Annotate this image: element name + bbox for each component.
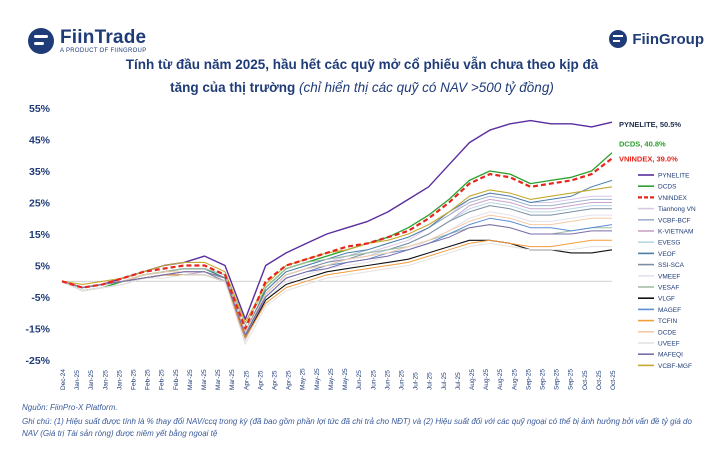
series-line-dcds bbox=[61, 152, 613, 339]
footnote: Ghi chú: (1) Hiệu suất được tính là % th… bbox=[22, 417, 692, 438]
legend-item: VEOF bbox=[658, 251, 676, 258]
x-tick-label: Oct-25 bbox=[582, 370, 589, 390]
legend-item: VLGF bbox=[658, 296, 675, 303]
series-line-veof bbox=[61, 179, 613, 333]
series-line-evesg bbox=[61, 202, 612, 336]
series-line-tcfin bbox=[61, 239, 612, 339]
series-line-vlgf bbox=[61, 239, 613, 339]
fiingroup-logo: FiinGroup bbox=[609, 30, 704, 48]
legend-item: TCFIN bbox=[658, 318, 677, 325]
x-tick-label: Jun-25 bbox=[370, 370, 377, 390]
legend-item: VCBF-BCF bbox=[658, 217, 691, 224]
x-tick-label: Feb-25 bbox=[159, 369, 166, 390]
x-tick-label: Mar-25 bbox=[201, 369, 208, 390]
legend-item: VESAF bbox=[658, 285, 679, 292]
x-tick-label: Apr-25 bbox=[243, 370, 250, 390]
legend-item: DCDS bbox=[658, 184, 677, 191]
y-tick-label: 55% bbox=[29, 103, 51, 115]
x-tick-label: Jan-25 bbox=[102, 370, 109, 390]
x-tick-label: May-25 bbox=[300, 368, 307, 390]
x-tick-label: Feb-25 bbox=[173, 369, 180, 390]
series-line-vnindex bbox=[61, 157, 613, 330]
fiingroup-logo-icon bbox=[609, 30, 628, 48]
fiintrade-logo-icon bbox=[28, 28, 54, 54]
end-label-vnindex: VNINDEX, 39.0% bbox=[619, 154, 678, 163]
series-line-pynelite bbox=[61, 119, 613, 320]
x-tick-label: Apr-25 bbox=[286, 370, 293, 390]
x-tick-label: Jun-25 bbox=[384, 370, 391, 390]
series-line-dcde bbox=[61, 214, 612, 333]
x-tick-label: Sep-25 bbox=[554, 369, 561, 390]
legend-item: MAFEQI bbox=[658, 352, 683, 359]
x-tick-label: Jan-25 bbox=[74, 370, 81, 390]
x-tick-label: May-25 bbox=[314, 368, 321, 390]
x-tick-label: Mar-25 bbox=[229, 369, 236, 390]
legend-item: PYNELITE bbox=[658, 173, 690, 180]
x-tick-label: Sep-25 bbox=[539, 369, 546, 390]
chart-title-main: tăng của thị trường bbox=[170, 80, 296, 95]
y-tick-label: 45% bbox=[29, 135, 51, 147]
y-tick-label: 5% bbox=[35, 261, 51, 273]
x-tick-label: Apr-25 bbox=[257, 370, 264, 390]
x-tick-label: Jan-25 bbox=[88, 370, 95, 390]
y-tick-label: -5% bbox=[31, 292, 50, 304]
x-tick-label: Jul-25 bbox=[455, 372, 462, 390]
legend-item: Tianhong VN bbox=[658, 206, 696, 213]
series-line-vcbf-mgf bbox=[61, 186, 613, 323]
x-tick-label: Aug-25 bbox=[511, 369, 518, 390]
y-tick-label: -25% bbox=[25, 355, 50, 367]
source-note: Nguồn: FiinPro-X Platform. bbox=[22, 403, 118, 412]
x-tick-label: Jul-25 bbox=[427, 372, 434, 390]
x-tick-label: Dec-24 bbox=[60, 369, 67, 390]
x-tick-label: May-25 bbox=[342, 368, 349, 390]
fiintrade-logo: FiinTrade A PRODUCT OF FIINGROUP bbox=[28, 28, 147, 54]
chart-title-line1: Tính từ đầu năm 2025, hầu hết các quỹ mở… bbox=[125, 57, 599, 72]
legend-item: DCDE bbox=[658, 329, 677, 336]
legend-item: VCBF-MGF bbox=[658, 363, 692, 370]
x-tick-label: Feb-25 bbox=[145, 369, 152, 390]
x-tick-label: Oct-25 bbox=[610, 370, 617, 390]
y-tick-label: 15% bbox=[29, 229, 51, 241]
series-line-uveef bbox=[61, 242, 612, 345]
chart-title-line2: tăng của thị trường (chỉ hiển thị các qu… bbox=[60, 80, 664, 95]
legend-item: UVEEF bbox=[658, 341, 680, 348]
x-tick-label: Jul-25 bbox=[441, 372, 448, 390]
x-tick-label: May-25 bbox=[328, 368, 335, 390]
x-tick-label: Aug-25 bbox=[469, 369, 476, 390]
fiintrade-tagline: A PRODUCT OF FIINGROUP bbox=[60, 48, 147, 54]
x-tick-label: Oct-25 bbox=[596, 370, 603, 390]
x-tick-label: Jun-25 bbox=[356, 370, 363, 390]
x-tick-label: Jul-25 bbox=[413, 372, 420, 390]
x-tick-label: Sep-25 bbox=[525, 369, 532, 390]
y-tick-label: 25% bbox=[29, 198, 51, 210]
y-tick-label: 35% bbox=[29, 166, 51, 178]
x-tick-label: Mar-25 bbox=[187, 369, 194, 390]
fiintrade-brand: FiinTrade bbox=[60, 27, 147, 48]
legend-item: EVESG bbox=[658, 240, 680, 247]
x-tick-label: Apr-25 bbox=[272, 370, 279, 390]
fiingroup-brand: FiinGroup bbox=[632, 30, 704, 48]
end-label-pynelite: PYNELITE, 50.5% bbox=[619, 120, 681, 129]
series-line-mafeqi bbox=[61, 224, 612, 336]
legend-item: VNINDEX bbox=[658, 195, 688, 202]
x-tick-label: Aug-25 bbox=[483, 369, 490, 390]
x-tick-label: Sep-25 bbox=[568, 369, 575, 390]
x-tick-label: Aug-25 bbox=[497, 369, 504, 390]
chart-title-subtitle: (chỉ hiển thị các quỹ có NAV >500 tỷ đồn… bbox=[299, 80, 554, 95]
line-chart: -25% -15% -5% 5% 15% 25% 35% 45% 55% Dec-24 Jan-25… bbox=[25, 103, 696, 390]
end-label-dcds: DCDS, 40.8% bbox=[619, 140, 666, 149]
legend-item: SSI-SCA bbox=[658, 262, 685, 269]
legend-item: MAGEF bbox=[658, 307, 681, 314]
x-tick-label: Mar-25 bbox=[215, 369, 222, 390]
x-tick-label: Feb-25 bbox=[131, 369, 138, 390]
y-tick-label: -15% bbox=[25, 324, 50, 336]
x-tick-label: Jan-25 bbox=[116, 370, 123, 390]
legend-item: VMEEF bbox=[658, 273, 680, 280]
legend-item: K-VIETNAM bbox=[658, 229, 693, 236]
x-tick-label: Jun-25 bbox=[398, 370, 405, 390]
